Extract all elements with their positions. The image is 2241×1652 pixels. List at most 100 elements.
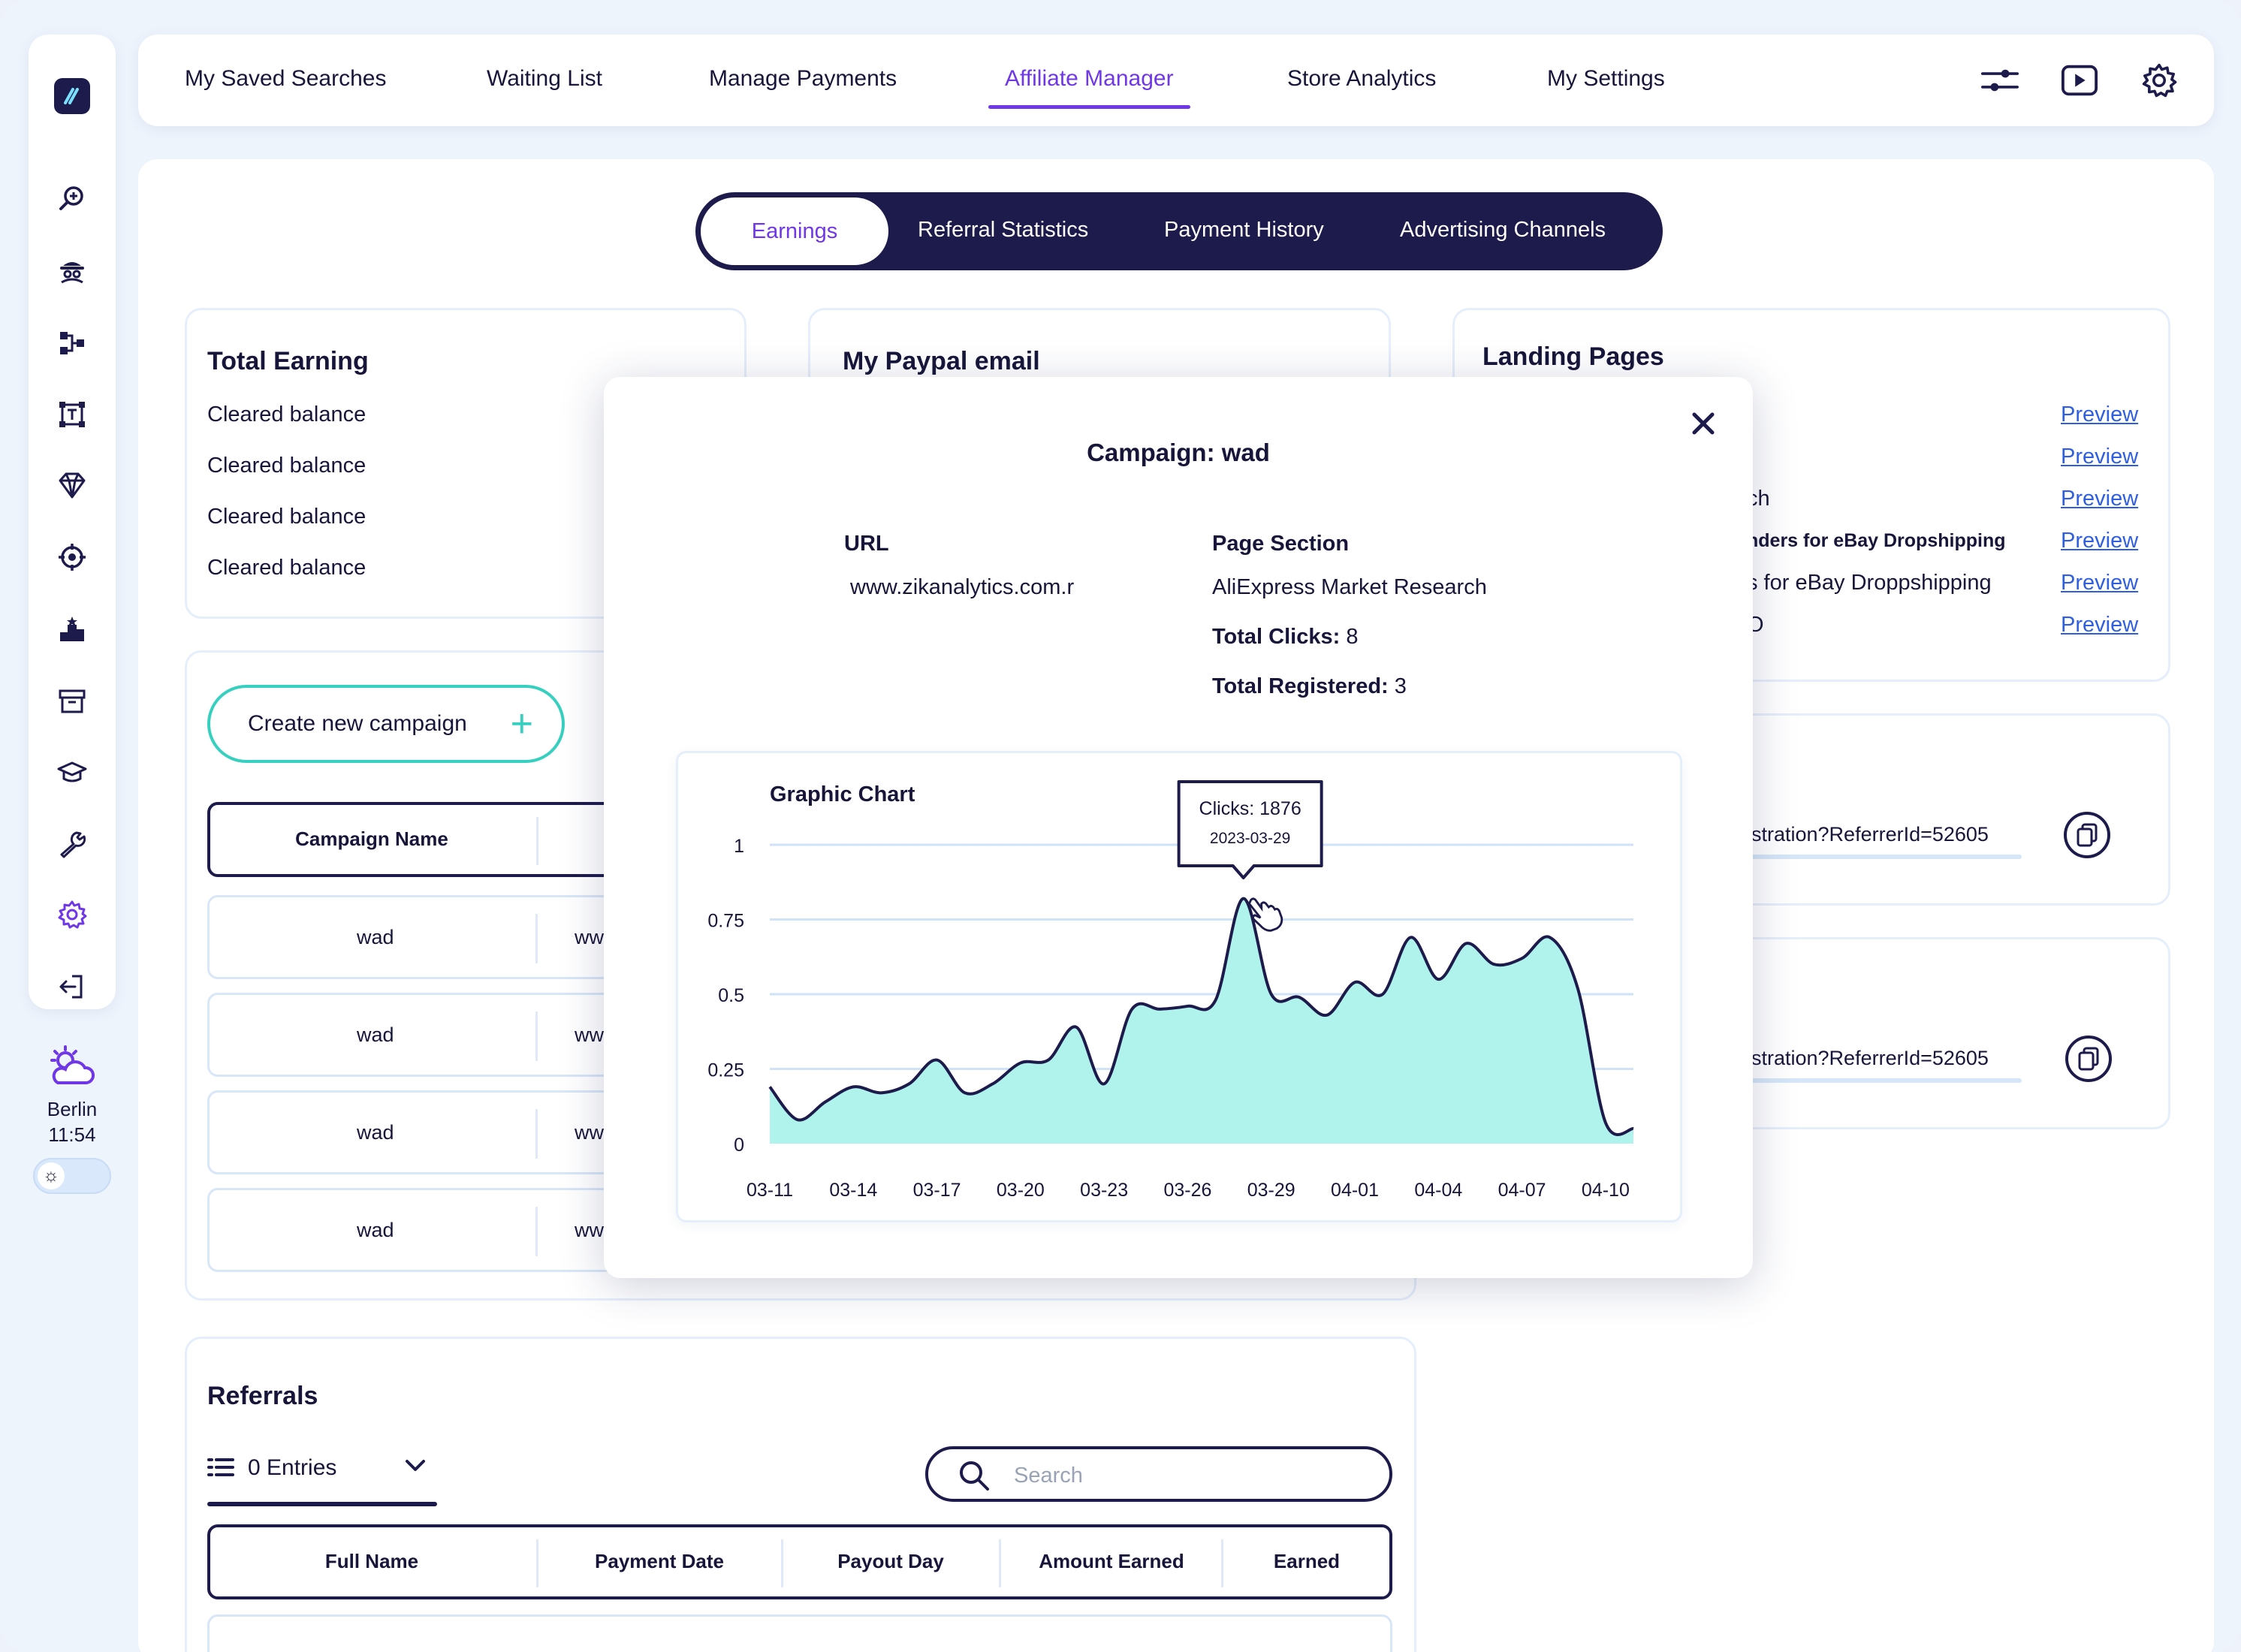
search-input[interactable]	[1014, 1460, 1359, 1491]
podium-icon[interactable]	[57, 614, 87, 644]
table-row[interactable]: wad ww	[207, 1090, 628, 1174]
hierarchy-icon[interactable]	[57, 327, 87, 357]
subtab-advertising-channels[interactable]: Advertising Channels	[1400, 218, 1606, 242]
column-header-amount-earned[interactable]: Amount Earned	[1039, 1550, 1184, 1572]
cleared-balance-label: Cleared balance	[207, 454, 366, 478]
column-header-campaign-name[interactable]: Campaign Name	[295, 828, 448, 850]
column-divider	[999, 1539, 1001, 1587]
area-fill	[770, 898, 1633, 1144]
nav-tab-waiting-list[interactable]: Waiting List	[487, 66, 602, 91]
sun-icon: ☼	[38, 1162, 65, 1189]
archive-icon[interactable]	[57, 686, 87, 716]
copy-link-button[interactable]	[2064, 812, 2110, 858]
entries-select[interactable]: 0 Entries	[207, 1449, 437, 1506]
total-registered-label: Total Registered:	[1212, 674, 1389, 698]
y-tick-label: 0.5	[718, 985, 744, 1006]
preview-link[interactable]: Preview	[2061, 529, 2139, 553]
column-header-payment-date[interactable]: Payment Date	[595, 1550, 724, 1572]
referrals-table-header: Full Name Payment Date Payout Day Amount…	[207, 1524, 1392, 1599]
settings-gear-icon[interactable]	[2140, 62, 2178, 99]
campaign-url-cell: ww	[575, 1023, 604, 1046]
landing-page-label: s for eBay Droppshipping	[1747, 571, 1992, 595]
wrench-icon[interactable]	[57, 829, 87, 859]
preview-link[interactable]: Preview	[2061, 445, 2139, 469]
campaign-modal: Campaign: wad URL www.zikanalytics.com.r…	[604, 377, 1753, 1278]
table-row[interactable]: wad ww	[207, 993, 628, 1077]
chevron-down-icon	[404, 1458, 427, 1477]
campaign-url-cell: ww	[575, 1219, 604, 1241]
referrals-search[interactable]	[925, 1446, 1392, 1502]
url-value: www.zikanalytics.com.r	[850, 575, 1075, 599]
preview-link[interactable]: Preview	[2061, 613, 2139, 637]
active-tab-underline	[988, 105, 1190, 109]
column-divider	[1221, 1539, 1223, 1587]
page-section-value: AliExpress Market Research	[1212, 575, 1487, 599]
table-row[interactable]: wad ww	[207, 895, 628, 979]
preview-link[interactable]: Preview	[2061, 402, 2139, 427]
target-icon[interactable]	[57, 542, 87, 572]
nav-tab-store-analytics[interactable]: Store Analytics	[1287, 66, 1437, 91]
referrals-title: Referrals	[207, 1382, 318, 1410]
search-icon	[957, 1458, 991, 1497]
logout-icon[interactable]	[57, 972, 87, 1002]
x-tick-label: 03-11	[746, 1180, 793, 1201]
settings-gear-icon[interactable]	[57, 900, 87, 930]
campaign-name-cell: wad	[357, 1023, 394, 1046]
page-section-label: Page Section	[1212, 532, 1350, 556]
url-label: URL	[844, 532, 889, 556]
referral-link-underline	[1747, 1078, 2022, 1083]
x-tick-label: 03-17	[913, 1180, 961, 1201]
create-campaign-button[interactable]: Create new campaign +	[207, 685, 565, 763]
paypal-title: My Paypal email	[843, 347, 1040, 375]
preview-link[interactable]: Preview	[2061, 487, 2139, 511]
column-divider	[535, 1207, 538, 1256]
title-frame-icon[interactable]	[57, 399, 87, 430]
x-tick-label: 03-14	[829, 1180, 877, 1201]
x-tick-label: 04-10	[1582, 1180, 1630, 1201]
campaign-url-cell: ww	[575, 926, 604, 948]
campaigns-table-header: Campaign Name	[207, 802, 628, 877]
tooltip-label: Clicks: 1876	[1199, 798, 1301, 819]
table-row[interactable]: wad ww	[207, 1188, 628, 1272]
sliders-icon[interactable]	[1981, 62, 2019, 99]
graduation-cap-icon[interactable]	[57, 757, 87, 787]
cleared-balance-label: Cleared balance	[207, 402, 366, 427]
hand-cursor-icon	[1247, 897, 1283, 932]
table-row[interactable]	[207, 1614, 1392, 1652]
spy-icon[interactable]	[57, 255, 87, 285]
column-header-full-name[interactable]: Full Name	[324, 1550, 419, 1572]
referral-link-url: istration?ReferrerId=52605	[1747, 823, 1989, 846]
copy-link-button[interactable]	[2065, 1036, 2112, 1082]
nav-tab-my-settings[interactable]: My Settings	[1547, 66, 1665, 91]
subtab-earnings[interactable]: Earnings	[698, 195, 891, 267]
plus-icon: +	[510, 702, 533, 746]
subtab-referral-statistics[interactable]: Referral Statistics	[918, 218, 1089, 242]
y-tick-label: 0.25	[707, 1060, 744, 1081]
close-icon[interactable]	[1687, 407, 1720, 440]
chart-title: Graphic Chart	[770, 782, 915, 806]
top-navigation: My Saved Searches Waiting List Manage Pa…	[138, 35, 2214, 126]
diamond-icon[interactable]	[57, 470, 87, 500]
nav-tab-affiliate-manager-label: Affiliate Manager	[1005, 66, 1174, 91]
video-play-icon[interactable]	[2061, 62, 2098, 99]
column-header-payout-day[interactable]: Payout Day	[837, 1550, 944, 1572]
entries-underline	[207, 1502, 437, 1506]
column-header-earned[interactable]: Earned	[1273, 1550, 1341, 1572]
app-logo-icon[interactable]	[54, 78, 90, 114]
preview-link[interactable]: Preview	[2061, 571, 2139, 595]
column-divider	[781, 1539, 783, 1587]
list-icon	[207, 1457, 234, 1482]
nav-tab-manage-payments[interactable]: Manage Payments	[709, 66, 897, 91]
nav-tab-affiliate-manager[interactable]: Affiliate Manager	[988, 66, 1190, 109]
nav-tab-saved-searches[interactable]: My Saved Searches	[185, 66, 387, 91]
x-tick-label: 03-20	[997, 1180, 1045, 1201]
series-line	[768, 897, 1634, 1136]
x-tick-label: 03-23	[1080, 1180, 1128, 1201]
tooltip-date: 2023-03-29	[1210, 830, 1290, 847]
subtab-payment-history[interactable]: Payment History	[1164, 218, 1324, 242]
cloud-sun-icon	[29, 1044, 116, 1089]
weather-city: Berlin	[47, 1098, 98, 1120]
search-zoom-icon[interactable]	[57, 183, 87, 213]
cleared-balance-label: Cleared balance	[207, 556, 366, 580]
theme-toggle[interactable]: ☼	[33, 1158, 111, 1194]
